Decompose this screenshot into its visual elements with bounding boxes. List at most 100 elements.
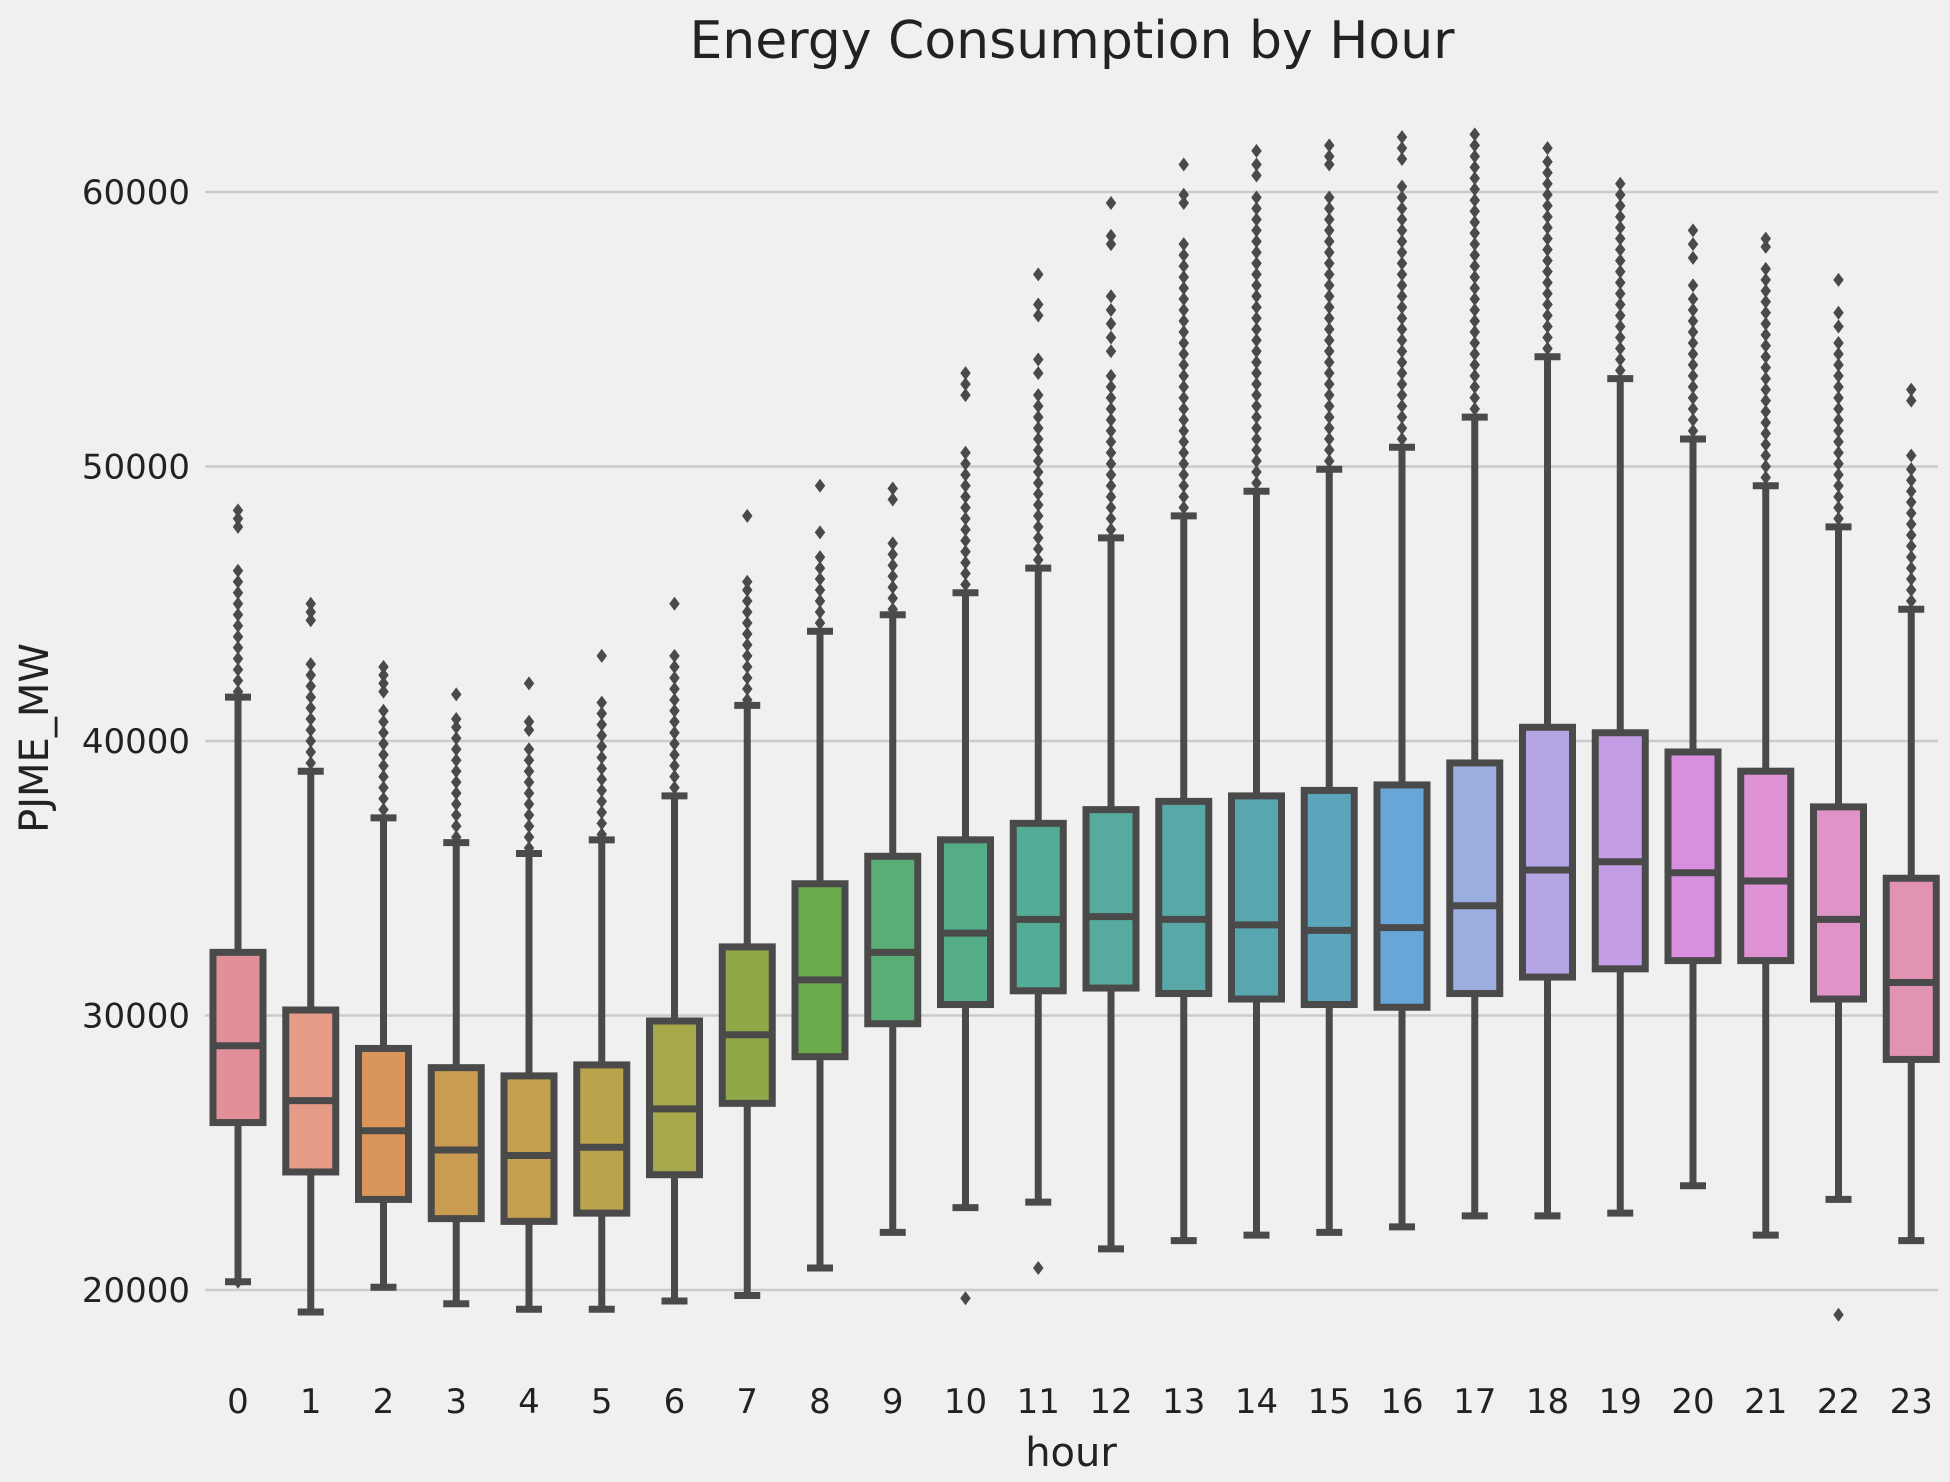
outlier-point (960, 467, 971, 482)
outlier-point (451, 819, 462, 834)
outlier-point (960, 478, 971, 493)
outlier-point (1178, 248, 1189, 263)
outlier-point (1906, 528, 1917, 543)
outlier-point (232, 1274, 244, 1289)
outlier-point (1396, 421, 1408, 436)
outlier-point (1033, 508, 1044, 523)
outlier-point (1542, 198, 1553, 213)
outlier-point (1178, 467, 1189, 482)
outlier-point (1542, 253, 1553, 268)
outlier-point (596, 695, 607, 710)
outlier-point (1105, 489, 1117, 504)
outlier-point (378, 668, 389, 683)
outlier-point (1251, 212, 1262, 227)
outlier-point (523, 808, 535, 823)
outlier-point (960, 445, 971, 460)
outlier-point (1396, 355, 1408, 370)
y-tick-label: 50000 (82, 448, 190, 488)
outlier-point (1469, 204, 1480, 219)
outlier-point (1760, 426, 1771, 441)
outlier-point (1760, 239, 1771, 254)
outlier-point (1615, 198, 1626, 213)
outlier-point (596, 648, 607, 663)
outlier-point (742, 626, 753, 641)
box-hour-13 (1155, 157, 1213, 1245)
x-tick-label: 20 (1671, 1382, 1714, 1422)
outlier-point (1542, 308, 1553, 323)
outlier-point (1542, 297, 1553, 312)
outlier-point (1251, 168, 1262, 183)
outlier-point (1105, 228, 1117, 243)
outlier-point (1833, 434, 1844, 449)
outlier-point (451, 830, 462, 845)
outlier-point (1251, 223, 1262, 238)
outlier-point (1542, 341, 1553, 356)
outlier-point (1033, 366, 1044, 381)
outlier-point (1324, 421, 1335, 436)
outlier-point (1687, 346, 1699, 361)
outlier-point (1760, 470, 1771, 485)
outlier-point (596, 805, 607, 820)
outlier-point (1033, 399, 1044, 414)
outlier-point (960, 388, 971, 403)
outlier-point (1033, 352, 1044, 367)
outlier-point (742, 594, 753, 609)
outlier-point (1396, 311, 1408, 326)
outlier-point (1833, 478, 1844, 493)
outlier-point (523, 753, 535, 768)
outlier-point (669, 648, 680, 663)
outlier-point (1105, 195, 1117, 210)
outlier-point (669, 670, 680, 685)
outlier-point (1469, 368, 1480, 383)
outlier-point (1396, 322, 1408, 337)
x-tick-label: 17 (1453, 1382, 1496, 1422)
outlier-point (1469, 259, 1480, 274)
outlier-point (305, 657, 316, 672)
outlier-point (960, 500, 971, 515)
outlier-point (596, 783, 607, 798)
outlier-point (1906, 517, 1917, 532)
outlier-point (1105, 330, 1117, 345)
outlier-point (1615, 330, 1626, 345)
box-iqr (500, 1072, 558, 1225)
x-tick-label: 5 (591, 1382, 613, 1422)
outlier-point (960, 377, 971, 392)
outlier-point (960, 456, 971, 471)
outlier-point (1105, 289, 1117, 304)
outlier-point (1396, 201, 1408, 216)
outlier-point (1615, 242, 1626, 257)
outlier-point (523, 830, 535, 845)
outlier-point (1833, 412, 1844, 427)
outlier-point (451, 764, 462, 779)
box-iqr (573, 1061, 631, 1217)
outlier-point (1324, 138, 1335, 153)
outlier-point (596, 794, 607, 809)
outlier-point (669, 725, 680, 740)
outlier-point (1178, 357, 1189, 372)
outlier-point (742, 583, 753, 598)
outlier-point (305, 723, 316, 738)
outlier-point (1105, 511, 1117, 526)
outlier-point (1396, 141, 1408, 156)
outlier-point (451, 786, 462, 801)
outlier-point (669, 681, 680, 696)
box-iqr (209, 948, 267, 1127)
box-hour-7 (718, 508, 776, 1299)
outlier-point (1178, 456, 1189, 471)
box-iqr (864, 852, 922, 1028)
outlier-point (1542, 187, 1553, 202)
outlier-point (1324, 278, 1335, 293)
outlier-point (669, 769, 680, 784)
x-tick-label: 1 (300, 1382, 322, 1422)
outlier-point (1178, 270, 1189, 285)
outlier-point (378, 659, 389, 674)
outlier-point (669, 703, 680, 718)
outlier-point (1251, 464, 1262, 479)
box-hour-11 (1009, 267, 1067, 1276)
outlier-point (232, 651, 244, 666)
outlier-point (1906, 506, 1917, 521)
outlier-point (1324, 432, 1335, 447)
x-tick-labels: 0 1 2 3 4 5 6 7 8 9 10 11 12 13 14 15 16 17 18 19 20 21 22 23 (227, 1382, 1933, 1422)
outlier-point (1542, 220, 1553, 235)
outlier-point (1178, 423, 1189, 438)
